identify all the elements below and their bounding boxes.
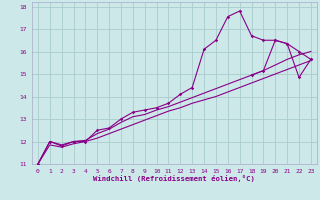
X-axis label: Windchill (Refroidissement éolien,°C): Windchill (Refroidissement éolien,°C) (93, 175, 255, 182)
